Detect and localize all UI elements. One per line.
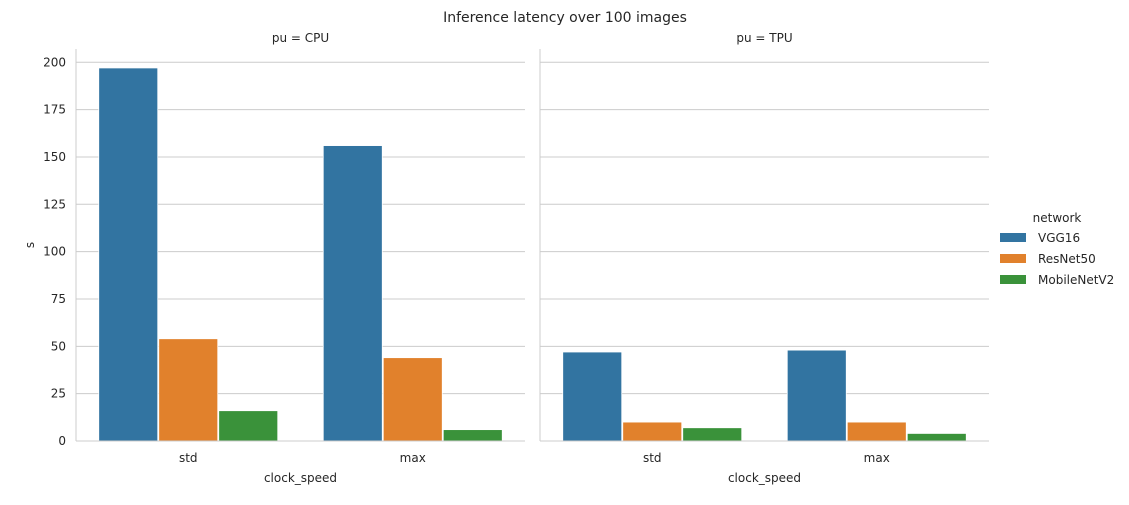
bar-vgg16	[562, 351, 623, 442]
x-axis-label: clock_speed	[728, 471, 801, 485]
bar-resnet50	[158, 338, 219, 442]
legend-swatch-resnet50	[1000, 254, 1026, 263]
bar-resnet50	[622, 421, 683, 442]
legend-label: MobileNetV2	[1038, 273, 1114, 287]
y-tick-label: 150	[43, 150, 66, 164]
y-tick-label: 50	[51, 339, 66, 353]
facet-title: pu = CPU	[272, 31, 329, 45]
y-tick-label: 125	[43, 197, 66, 211]
legend-swatch-vgg16	[1000, 233, 1026, 242]
bar-vgg16	[322, 145, 383, 442]
bar-resnet50	[846, 421, 907, 442]
y-tick-label: 175	[43, 103, 66, 117]
legend-swatch-mobilenetv2	[1000, 275, 1026, 284]
bar-mobilenetv2	[906, 433, 967, 442]
bar-resnet50	[382, 357, 443, 442]
x-tick-label: max	[400, 451, 426, 465]
bar-mobilenetv2	[218, 410, 279, 442]
bar-vgg16	[786, 349, 847, 442]
y-tick-label: 25	[51, 387, 66, 401]
legend-title: network	[1033, 211, 1082, 225]
y-axis-label: s	[23, 242, 37, 248]
facet-title: pu = TPU	[736, 31, 792, 45]
y-tick-label: 100	[43, 245, 66, 259]
legend-label: VGG16	[1038, 231, 1080, 245]
bar-mobilenetv2	[682, 427, 743, 442]
chart-title: Inference latency over 100 images	[443, 10, 687, 26]
y-tick-label: 0	[58, 434, 66, 448]
bar-mobilenetv2	[442, 429, 503, 442]
x-tick-label: max	[864, 451, 890, 465]
x-tick-label: std	[179, 451, 198, 465]
y-tick-label: 75	[51, 292, 66, 306]
bar-vgg16	[98, 67, 159, 442]
legend-label: ResNet50	[1038, 252, 1096, 266]
y-tick-label: 200	[43, 55, 66, 69]
x-axis-label: clock_speed	[264, 471, 337, 485]
x-tick-label: std	[643, 451, 662, 465]
